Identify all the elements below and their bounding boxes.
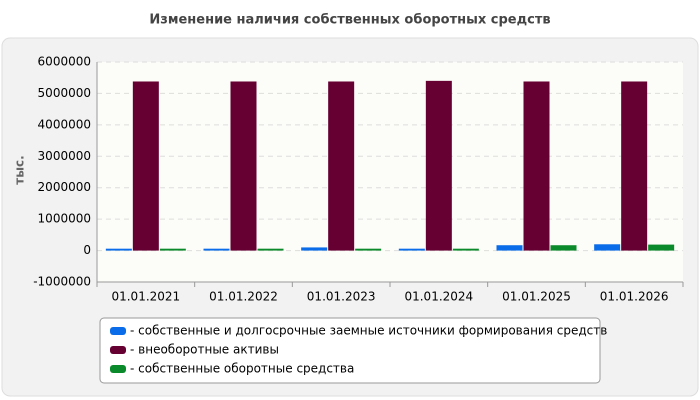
bar <box>159 248 186 251</box>
y-axis-label: тыс. <box>13 155 27 184</box>
y-tick-label: 2000000 <box>38 180 91 194</box>
legend-marker <box>110 365 126 373</box>
legend-label: - собственные и долгосрочные заемные ист… <box>130 324 607 338</box>
bar <box>648 244 675 251</box>
legend-marker <box>110 327 126 335</box>
chart-title: Изменение наличия собственных оборотных … <box>149 13 550 28</box>
bar <box>355 248 382 251</box>
bar <box>398 248 425 251</box>
bar <box>203 248 230 251</box>
y-tick-label: 3000000 <box>38 149 91 163</box>
legend-label: - собственные оборотные средства <box>130 362 354 376</box>
bar <box>523 81 550 251</box>
y-tick-label: -1000000 <box>33 275 91 289</box>
y-tick-label: 5000000 <box>38 86 91 100</box>
bar <box>257 248 284 251</box>
legend <box>99 317 601 384</box>
x-tick-label: 01.01.2022 <box>209 290 278 304</box>
x-tick-label: 01.01.2021 <box>111 290 180 304</box>
bar <box>105 248 132 251</box>
bar <box>230 81 257 251</box>
plot-area <box>97 62 683 282</box>
y-tick-label: 1000000 <box>38 212 91 226</box>
x-tick-label: 01.01.2024 <box>404 290 473 304</box>
legend-label: - внеоборотные активы <box>130 343 279 357</box>
x-tick-label: 01.01.2023 <box>307 290 376 304</box>
bar <box>425 80 452 251</box>
y-tick-label: 4000000 <box>38 117 91 131</box>
bar <box>550 245 577 251</box>
bar <box>132 81 159 251</box>
bar <box>496 245 523 251</box>
y-tick-label: 0 <box>83 243 91 257</box>
bar <box>621 81 648 251</box>
legend-marker <box>110 346 126 354</box>
x-tick-label: 01.01.2026 <box>600 290 669 304</box>
bar <box>452 248 479 251</box>
bar <box>301 247 328 251</box>
x-tick-label: 01.01.2025 <box>502 290 571 304</box>
bar <box>594 244 621 251</box>
bar <box>328 81 355 251</box>
y-tick-label: 6000000 <box>38 55 91 69</box>
